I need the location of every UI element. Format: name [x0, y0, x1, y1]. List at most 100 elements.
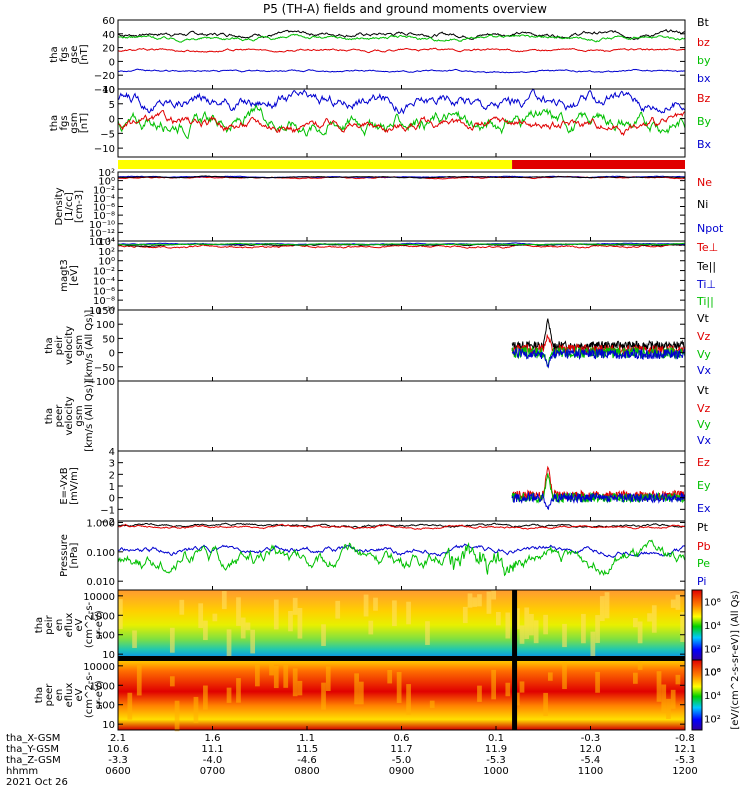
ytick-label-fgs-gse-5: −40: [94, 85, 115, 96]
series-fgs-gse-3: [117, 68, 686, 74]
ytick-label-pressure-2: 0.010: [86, 577, 115, 588]
ytick-label-fgs-gsm-3: −5: [100, 129, 115, 140]
ytick-label-density-5: 10⁻⁸: [93, 211, 115, 222]
ytick-label-fgs-gse-0: 60: [102, 16, 115, 27]
ytick-label-density-6: 10⁻¹⁰: [89, 220, 115, 231]
ytick-label-density-0: 10²: [98, 168, 115, 179]
ylabel-density-2: [cm-3]: [74, 190, 85, 223]
legend-temperature-2: Ti⊥: [696, 278, 716, 291]
xaxis-value-3-6: 1200: [672, 766, 697, 777]
ylabel-fgs-gsm-2: gsm: [69, 112, 80, 133]
spectrogram-streak: [599, 596, 605, 622]
spectrogram-streak: [136, 665, 142, 696]
ylabel-peir-velocity-2: velocity: [64, 326, 75, 365]
ytick-label-peir-velocity-5: −100: [88, 377, 115, 388]
panel-frame-fgs-gse: [117, 19, 686, 90]
panel-frame-temperature: [117, 240, 686, 311]
legend-density-1: Ni: [697, 198, 708, 211]
xaxis-value-2-6: -5.3: [675, 755, 695, 766]
spectrogram-streak: [647, 613, 652, 622]
legend-density-0: Ne: [697, 176, 712, 189]
ylabel-peer-eflux-5: (cm^2-s-: [84, 671, 95, 718]
spectrogram-streak: [321, 624, 326, 646]
legend-pressure-2: Pe: [697, 557, 710, 570]
spectrogram-gap: [512, 660, 518, 730]
ytick-label-efield-0: 4: [109, 447, 115, 458]
spectrogram-streak: [675, 594, 681, 610]
xaxis-row-label-0: tha_X-GSM: [6, 733, 60, 744]
legend-peer-velocity-0: Vt: [697, 384, 710, 397]
spectrogram-streak: [524, 607, 530, 639]
spectrogram-streak: [212, 613, 218, 622]
colorbar-tick-0-2: 10²: [704, 644, 721, 655]
spectrogram-streak: [651, 605, 657, 633]
ytick-label-pressure-0: 1.000: [86, 518, 115, 529]
spectrogram-streak: [387, 669, 393, 684]
colorbar-label: [eV/(cm^2-s-sr-eV)] (All Qs): [730, 590, 741, 729]
panel-frame-peer-velocity: [117, 380, 686, 452]
series-pressure-15: [117, 523, 686, 530]
xaxis-value-1-6: 12.1: [674, 744, 696, 755]
xaxis-value-0-4: 0.1: [488, 733, 504, 744]
spectrogram-streak: [321, 682, 326, 710]
spectrogram-streak: [240, 617, 246, 639]
burst-series-efield-6: [511, 491, 686, 511]
ytick-label-temperature-6: 10⁻⁸: [93, 296, 115, 307]
ytick-label-fgs-gsm-2: 0: [109, 115, 115, 126]
xaxis-value-2-4: -5.3: [486, 755, 506, 766]
burst-series-efield-5: [511, 473, 686, 504]
burst-series-peir-velocity-0: [511, 318, 685, 351]
series-temperature-13: [117, 242, 685, 246]
spectrogram-streak: [590, 631, 596, 657]
spectrogram-streak: [406, 684, 411, 715]
xaxis-value-3-4: 1000: [483, 766, 508, 777]
ylabel-fgs-gsm-1: fgs: [59, 115, 70, 130]
spectrogram-streak: [661, 684, 667, 712]
ytick-label-density-8: 10⁻¹⁴: [89, 237, 115, 248]
ytick-label-fgs-gsm-4: −10: [94, 144, 115, 155]
spectrogram-streak: [581, 613, 586, 644]
series-temperature-10: [117, 243, 685, 249]
ylabel-density-0: Density: [54, 187, 65, 225]
spectrogram-streak: [496, 611, 501, 626]
xaxis-value-3-1: 0700: [200, 766, 225, 777]
spectrogram-streak: [477, 594, 482, 607]
spectrogram-streak: [325, 666, 331, 692]
ylabel-peir-eflux-5: (cm^2-s-: [84, 601, 95, 648]
spectrogram-streak: [670, 689, 676, 709]
xaxis-value-0-3: 0.6: [394, 733, 410, 744]
colorbar-1: [691, 659, 703, 731]
ytick-label-density-1: 10⁰: [98, 177, 115, 188]
ytick-label-efield-6: −2: [100, 517, 115, 528]
xaxis-value-3-0: 0600: [105, 766, 130, 777]
ylabel-density-1: [1/cc]: [64, 192, 75, 221]
spectrogram-streak: [221, 590, 227, 610]
spectrogram-streak: [273, 599, 279, 630]
spectrogram-streak: [425, 621, 430, 645]
spectrogram-streak: [354, 673, 359, 705]
plot-title: P5 (TH-A) fields and ground moments over…: [263, 2, 547, 16]
ylabel-peir-eflux-3: eflux: [64, 613, 75, 638]
xaxis-value-2-3: -5.0: [392, 755, 412, 766]
spectrogram-streak: [226, 629, 232, 659]
spectrogram-streak: [491, 669, 496, 700]
spectrogram-streak: [169, 627, 175, 653]
legend-efield-0: Ez: [697, 456, 710, 469]
xaxis-value-3-3: 0900: [389, 766, 414, 777]
ylabel-fgs-gse-2: gse: [69, 46, 80, 64]
xaxis-value-2-1: -4.0: [203, 755, 223, 766]
ytick-label-peir-eflux-2: 100: [96, 631, 115, 642]
spectrogram-streak: [288, 610, 293, 632]
xaxis-value-2-0: -3.3: [108, 755, 128, 766]
spectrogram-streak: [269, 662, 274, 676]
legend-density-2: Npot: [697, 222, 724, 235]
legend-fgs-gsm-1: By: [697, 115, 712, 128]
spectrogram-streak: [670, 599, 676, 608]
ylabel-peir-eflux-6: sr-eV): [94, 610, 105, 639]
series-fgs-gse-1: [117, 47, 686, 54]
spectrogram-streak: [666, 698, 671, 720]
spectrogram-streak: [637, 661, 643, 670]
legend-fgs-gse-2: by: [697, 54, 711, 67]
